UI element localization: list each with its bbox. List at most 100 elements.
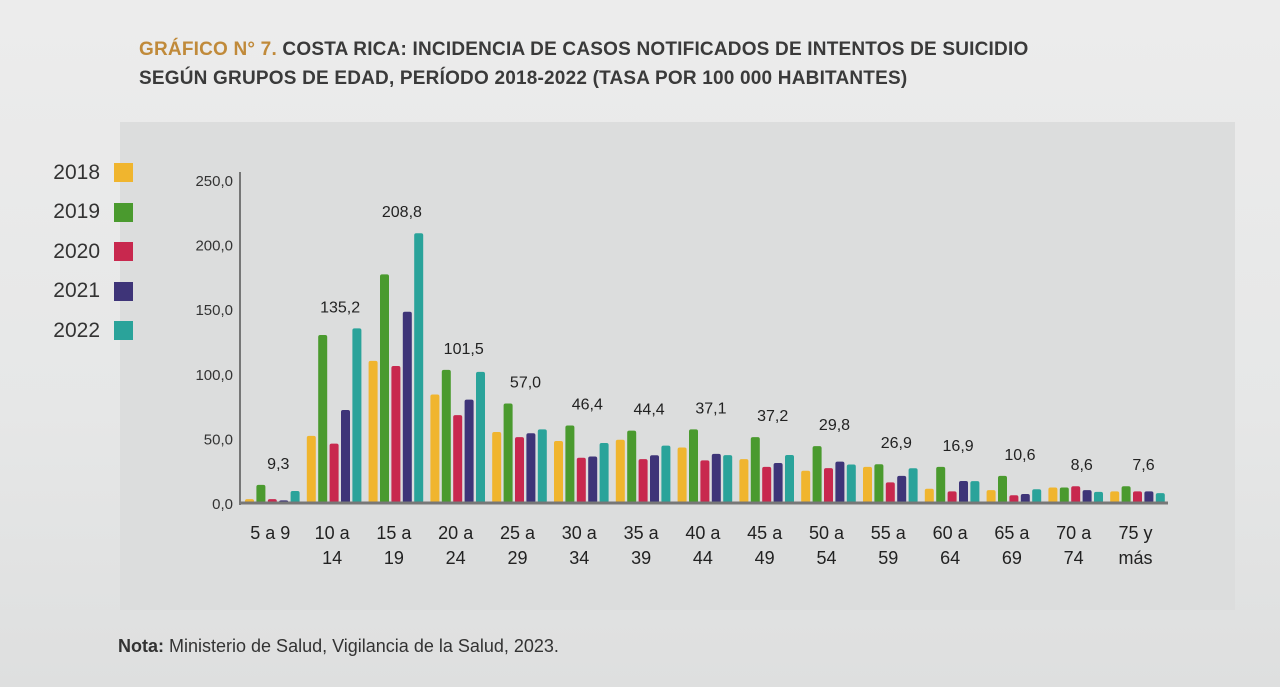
y-tick-label: 0,0 <box>212 496 233 513</box>
data-label: 57,0 <box>510 375 541 392</box>
x-tick-label: 10 a <box>315 523 351 543</box>
source-note-label: Nota: <box>118 636 164 656</box>
bar-2018-7 <box>677 447 687 503</box>
bar-2020-7 <box>700 460 710 503</box>
x-tick-label: 15 a <box>376 523 412 543</box>
bar-2020-11 <box>947 491 957 503</box>
x-tick-label-line2: 69 <box>1002 548 1022 568</box>
bar-2019-13 <box>1059 487 1069 503</box>
chart-title-number: GRÁFICO N° 7. <box>139 39 277 60</box>
legend: 2018 2019 2020 2021 2022 <box>22 153 133 351</box>
data-label: 46,4 <box>572 396 603 413</box>
legend-swatch <box>114 281 133 301</box>
bar-2021-9 <box>835 461 845 503</box>
bar-2018-3 <box>430 394 440 503</box>
x-tick-label-line2: 19 <box>384 548 404 568</box>
bar-2019-7 <box>689 429 698 503</box>
legend-item-2018: 2018 <box>22 153 133 193</box>
bar-2020-5 <box>576 457 586 503</box>
legend-label: 2019 <box>53 200 100 224</box>
bar-2022-7 <box>723 455 733 503</box>
bar-2020-13 <box>1071 486 1081 503</box>
x-tick-label: 5 a 9 <box>250 523 290 543</box>
y-tick-label: 250,0 <box>195 173 233 190</box>
legend-swatch <box>114 242 133 262</box>
x-tick-label: 20 a <box>438 523 474 543</box>
legend-item-2022: 2022 <box>22 311 133 351</box>
bar-2019-4 <box>503 403 513 503</box>
bar-2019-2 <box>380 274 389 503</box>
bar-2022-1 <box>352 328 362 503</box>
chart-title-line1: COSTA RICA: INCIDENCIA DE CASOS NOTIFICA… <box>282 39 1029 60</box>
data-label: 26,9 <box>881 435 912 452</box>
bar-2020-9 <box>824 468 833 503</box>
data-label: 7,6 <box>1132 457 1154 474</box>
bar-2019-10 <box>874 464 884 503</box>
x-tick-label: 25 a <box>500 523 536 543</box>
bar-2018-13 <box>1048 487 1058 503</box>
data-label: 9,3 <box>267 456 289 473</box>
bar-2022-13 <box>1094 491 1103 503</box>
data-label: 208,8 <box>382 204 422 221</box>
legend-item-2021: 2021 <box>22 272 133 312</box>
bar-2020-1 <box>329 443 339 503</box>
legend-label: 2021 <box>53 279 100 303</box>
bar-2021-13 <box>1082 490 1092 503</box>
bar-2020-6 <box>638 459 648 503</box>
bar-2021-7 <box>711 453 721 503</box>
bar-2020-14 <box>1133 491 1142 503</box>
bar-2021-1 <box>341 409 350 503</box>
bar-2022-0 <box>290 490 300 503</box>
x-tick-label: 65 a <box>994 523 1030 543</box>
bar-2019-3 <box>441 369 451 503</box>
data-label: 29,8 <box>819 417 850 434</box>
x-tick-label-line2: más <box>1118 548 1152 568</box>
x-tick-label: 50 a <box>809 523 845 543</box>
bar-2019-12 <box>998 475 1007 503</box>
bar-2021-2 <box>402 311 412 503</box>
x-tick-label: 60 a <box>933 523 969 543</box>
bar-2018-11 <box>924 488 934 503</box>
source-note: Nota: Ministerio de Salud, Vigilancia de… <box>118 636 559 657</box>
legend-item-2020: 2020 <box>22 232 133 272</box>
bar-2019-11 <box>936 466 946 503</box>
legend-label: 2020 <box>53 239 100 263</box>
bar-2020-3 <box>453 415 463 503</box>
y-tick-label: 100,0 <box>195 367 233 384</box>
legend-swatch <box>114 202 133 222</box>
x-tick-label-line2: 34 <box>569 548 589 568</box>
y-tick-label: 200,0 <box>195 238 233 255</box>
bar-2022-10 <box>908 468 918 503</box>
legend-item-2019: 2019 <box>22 193 133 233</box>
x-tick-label-line2: 39 <box>631 548 651 568</box>
x-tick-label-line2: 29 <box>507 548 527 568</box>
bar-2018-14 <box>1110 491 1120 503</box>
bar-2020-8 <box>762 466 772 503</box>
bar-2021-6 <box>650 455 659 503</box>
x-tick-label: 55 a <box>871 523 907 543</box>
bar-2022-4 <box>537 429 547 503</box>
bar-2019-14 <box>1121 486 1131 503</box>
x-tick-label: 45 a <box>747 523 783 543</box>
data-label: 135,2 <box>320 299 360 316</box>
bar-2018-2 <box>368 360 378 503</box>
bar-2022-14 <box>1155 493 1165 503</box>
data-label: 16,9 <box>943 438 974 455</box>
x-tick-label-line2: 24 <box>446 548 466 568</box>
bar-2021-8 <box>773 462 783 503</box>
data-label: 10,6 <box>1004 447 1035 464</box>
bar-2022-8 <box>785 454 794 503</box>
bar-2022-6 <box>661 445 671 503</box>
x-tick-label-line2: 44 <box>693 548 713 568</box>
bar-2018-1 <box>306 435 316 503</box>
bar-2021-3 <box>464 399 474 503</box>
source-note-text: Ministerio de Salud, Vigilancia de la Sa… <box>169 636 559 656</box>
bar-2021-11 <box>959 481 968 503</box>
bar-2022-3 <box>476 371 485 503</box>
x-tick-label: 30 a <box>562 523 598 543</box>
data-label: 8,6 <box>1071 457 1093 474</box>
x-tick-label-line2: 64 <box>940 548 960 568</box>
data-label: 37,2 <box>757 408 788 425</box>
legend-swatch <box>114 321 133 341</box>
